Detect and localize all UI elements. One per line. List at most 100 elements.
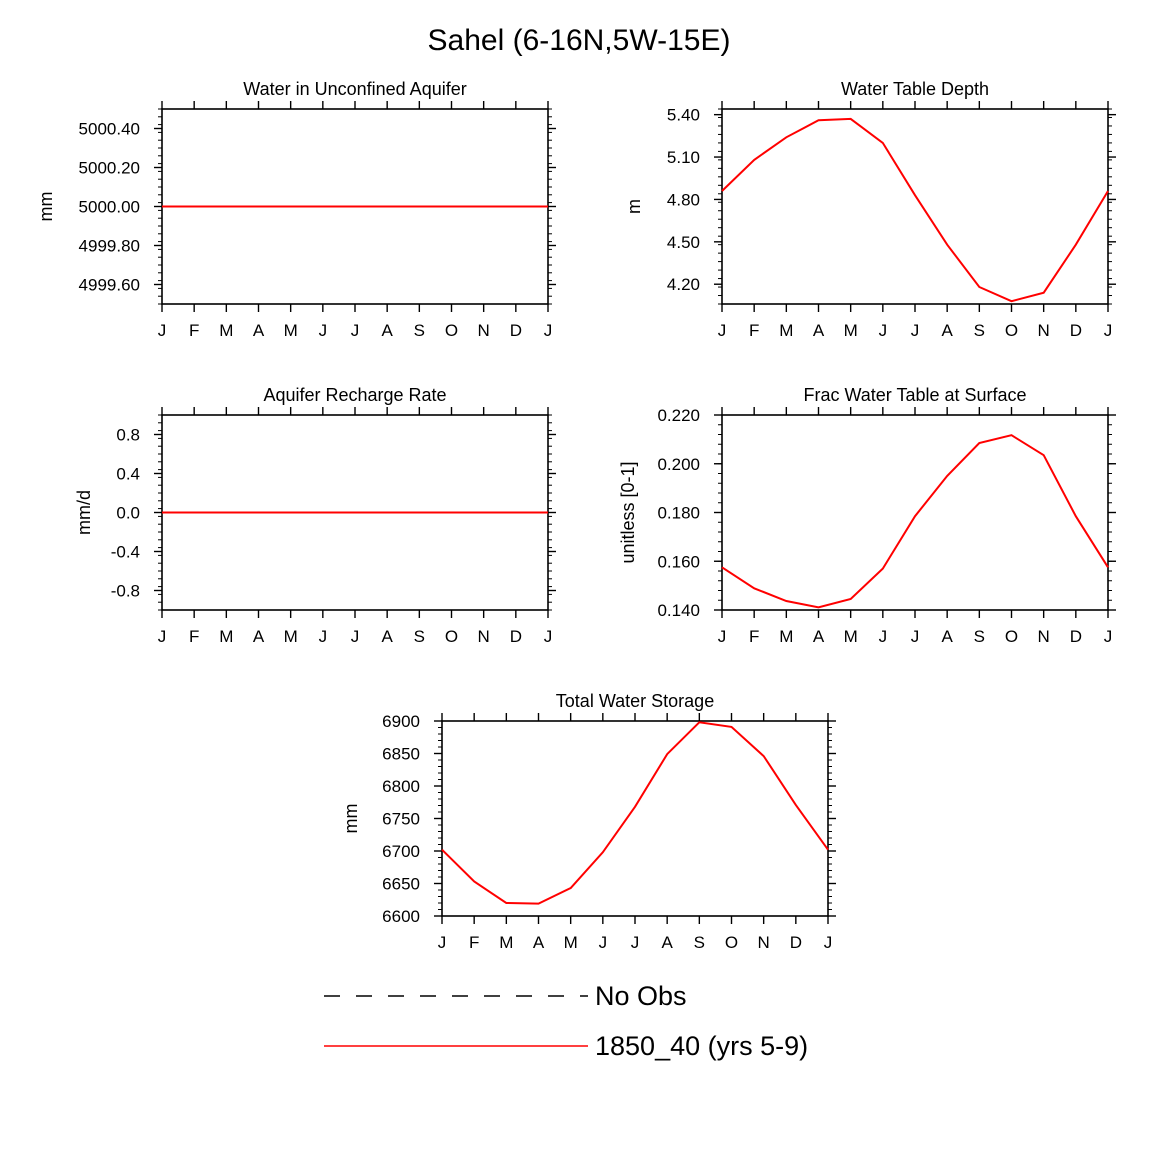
x-tick-label: M xyxy=(499,933,513,952)
legend-label: No Obs xyxy=(595,981,687,1011)
legend-label: 1850_40 (yrs 5-9) xyxy=(595,1031,808,1061)
x-tick-label: F xyxy=(189,321,199,340)
x-tick-label: J xyxy=(911,321,920,340)
x-tick-label: D xyxy=(510,321,522,340)
series-line xyxy=(441,721,829,905)
y-tick-label: 6750 xyxy=(382,810,420,829)
x-tick-label: O xyxy=(1005,321,1018,340)
y-axis-label: mm xyxy=(341,804,361,834)
y-tick-label: 4999.80 xyxy=(79,237,140,256)
x-tick-label: A xyxy=(381,321,393,340)
y-tick-label: 4999.60 xyxy=(79,276,140,295)
x-tick-label: D xyxy=(790,933,802,952)
y-tick-label: 5000.00 xyxy=(79,198,140,217)
x-tick-label: J xyxy=(824,933,833,952)
x-tick-label: O xyxy=(725,933,738,952)
y-tick-label: 4.20 xyxy=(667,275,700,294)
x-tick-label: S xyxy=(414,627,425,646)
x-tick-label: M xyxy=(284,627,298,646)
x-tick-label: A xyxy=(381,627,393,646)
x-tick-label: S xyxy=(974,627,985,646)
x-tick-label: J xyxy=(351,321,360,340)
panel-title: Water in Unconfined Aquifer xyxy=(243,79,466,99)
x-tick-label: N xyxy=(478,321,490,340)
y-tick-label: 6800 xyxy=(382,777,420,796)
x-tick-label: J xyxy=(599,933,608,952)
x-tick-label: D xyxy=(1070,321,1082,340)
y-axis-label: mm/d xyxy=(74,490,94,535)
figure-title: Sahel (6-16N,5W-15E) xyxy=(427,24,731,57)
y-tick-label: 5000.40 xyxy=(79,120,140,139)
x-tick-label: J xyxy=(158,321,167,340)
plot-frame xyxy=(721,414,1109,611)
x-tick-label: J xyxy=(911,627,920,646)
y-tick-label: 5.40 xyxy=(667,106,700,125)
x-tick-label: J xyxy=(718,627,727,646)
x-tick-label: D xyxy=(1070,627,1082,646)
x-tick-label: M xyxy=(284,321,298,340)
panel-4: Frac Water Table at Surface unitless [0-1… xyxy=(618,385,1116,646)
y-tick-label: 0.4 xyxy=(116,465,140,484)
x-tick-label: J xyxy=(544,627,553,646)
y-tick-label: 6700 xyxy=(382,842,420,861)
y-tick-label: 6600 xyxy=(382,907,420,926)
x-tick-label: F xyxy=(469,933,479,952)
x-tick-label: F xyxy=(189,627,199,646)
y-tick-label: 4.80 xyxy=(667,190,700,209)
x-tick-label: M xyxy=(779,627,793,646)
y-tick-label: 5000.20 xyxy=(79,159,140,178)
x-tick-label: S xyxy=(694,933,705,952)
y-tick-label: -0.4 xyxy=(111,543,140,562)
x-tick-label: M xyxy=(564,933,578,952)
y-axis-label: m xyxy=(624,199,644,214)
y-tick-label: 6850 xyxy=(382,745,420,764)
x-tick-label: O xyxy=(445,627,458,646)
x-tick-label: A xyxy=(253,627,265,646)
x-tick-label: J xyxy=(319,627,328,646)
y-tick-label: 0.200 xyxy=(657,455,700,474)
y-tick-label: 0.220 xyxy=(657,406,700,425)
x-tick-label: S xyxy=(414,321,425,340)
x-tick-label: M xyxy=(779,321,793,340)
series-line xyxy=(721,117,1109,303)
y-tick-label: 0.8 xyxy=(116,426,140,445)
x-tick-label: A xyxy=(813,321,825,340)
x-tick-label: J xyxy=(438,933,447,952)
x-tick-label: J xyxy=(158,627,167,646)
x-tick-label: M xyxy=(219,627,233,646)
x-tick-label: J xyxy=(879,321,888,340)
x-tick-label: O xyxy=(445,321,458,340)
x-tick-label: N xyxy=(758,933,770,952)
x-tick-label: M xyxy=(844,627,858,646)
x-tick-label: M xyxy=(219,321,233,340)
y-axis-label: unitless [0-1] xyxy=(618,461,638,563)
y-tick-label: 6650 xyxy=(382,875,420,894)
x-tick-label: F xyxy=(749,321,759,340)
x-tick-label: J xyxy=(319,321,328,340)
panel-title: Frac Water Table at Surface xyxy=(803,385,1026,405)
panel-title: Aquifer Recharge Rate xyxy=(263,385,446,405)
y-tick-label: 4.50 xyxy=(667,233,700,252)
x-tick-label: A xyxy=(661,933,673,952)
y-tick-label: 0.180 xyxy=(657,504,700,523)
y-tick-label: 0.140 xyxy=(657,601,700,620)
plot-frame xyxy=(721,108,1109,305)
x-tick-label: O xyxy=(1005,627,1018,646)
x-tick-label: F xyxy=(749,627,759,646)
x-tick-label: A xyxy=(813,627,825,646)
x-tick-label: M xyxy=(844,321,858,340)
x-tick-label: N xyxy=(1038,321,1050,340)
panel-title: Water Table Depth xyxy=(841,79,989,99)
x-tick-label: J xyxy=(351,627,360,646)
x-tick-label: A xyxy=(941,627,953,646)
series-line xyxy=(721,434,1109,609)
y-tick-label: 6900 xyxy=(382,712,420,731)
x-tick-label: J xyxy=(544,321,553,340)
x-tick-label: J xyxy=(631,933,640,952)
x-tick-label: A xyxy=(253,321,265,340)
y-axis-label: mm xyxy=(36,192,56,222)
